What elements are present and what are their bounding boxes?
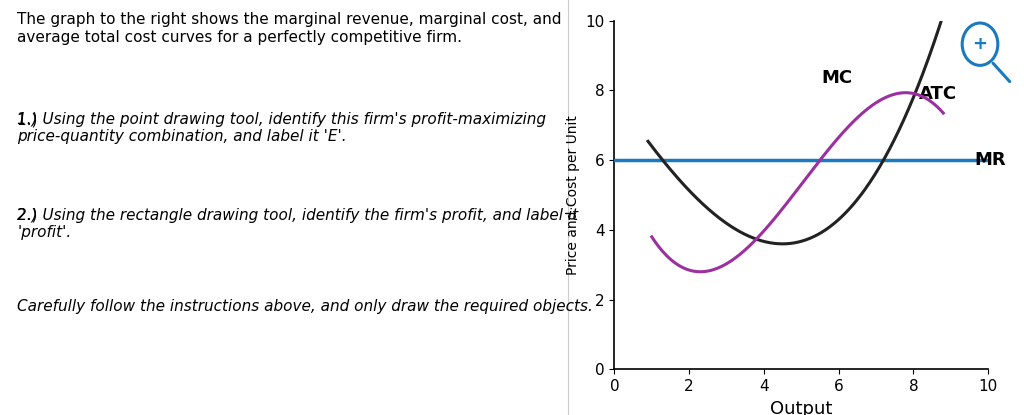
Text: Carefully follow the instructions above, and only draw the required objects.: Carefully follow the instructions above,… bbox=[17, 299, 593, 314]
Text: 2.) Using the rectangle drawing tool, identify the firm's profit, and label it
': 2.) Using the rectangle drawing tool, id… bbox=[17, 208, 579, 240]
Text: 2.): 2.) bbox=[17, 208, 42, 222]
Text: MR: MR bbox=[974, 151, 1006, 169]
Text: MC: MC bbox=[822, 69, 853, 87]
Text: The graph to the right shows the marginal revenue, marginal cost, and
average to: The graph to the right shows the margina… bbox=[17, 12, 561, 45]
Text: ATC: ATC bbox=[919, 85, 957, 103]
Text: 1.): 1.) bbox=[17, 112, 42, 127]
Text: +: + bbox=[973, 35, 987, 53]
Text: 1.) Using the point drawing tool, identify this firm's profit-maximizing
price-q: 1.) Using the point drawing tool, identi… bbox=[17, 112, 546, 144]
Y-axis label: Price and Cost per Unit: Price and Cost per Unit bbox=[566, 115, 580, 275]
X-axis label: Output: Output bbox=[770, 400, 833, 415]
